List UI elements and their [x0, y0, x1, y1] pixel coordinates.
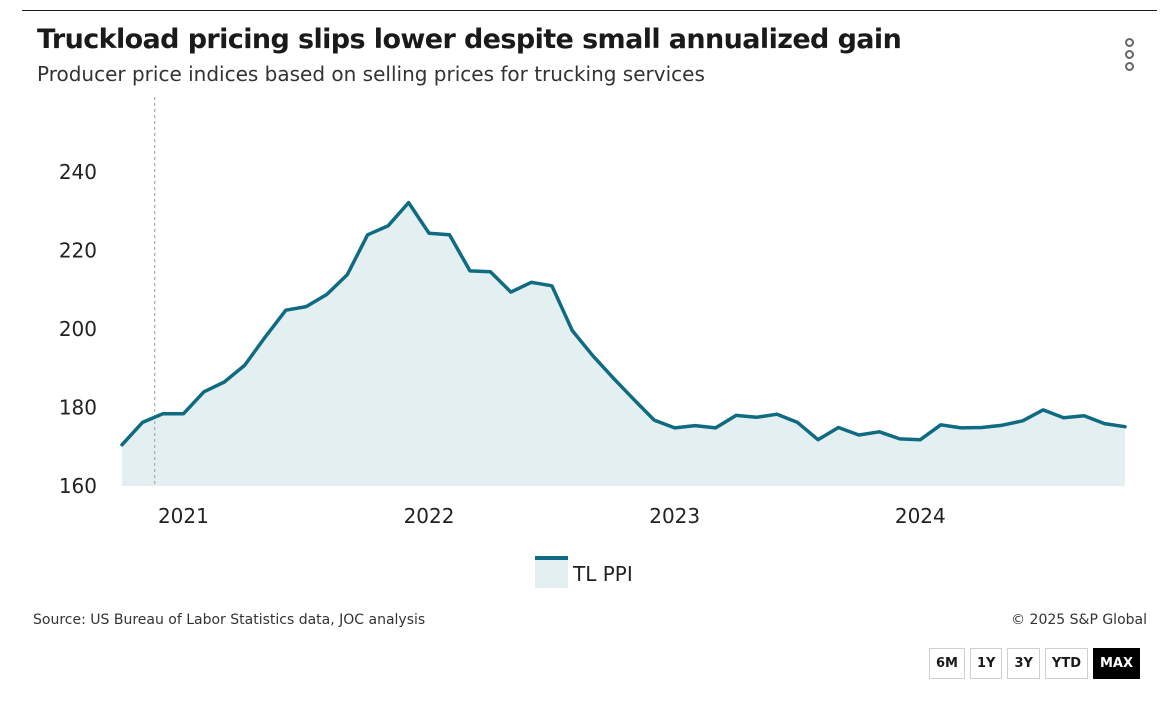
range-ytd-button[interactable]: YTD [1044, 648, 1088, 679]
range-6m-button[interactable]: 6M [929, 648, 965, 679]
range-1y-button[interactable]: 1Y [969, 648, 1003, 679]
x-tick-label: 2024 [895, 504, 946, 528]
range-selector: 6M 1Y 3Y YTD MAX [929, 648, 1141, 679]
y-tick-label: 160 [59, 474, 97, 498]
series-line-tl-ppi [120, 200, 1127, 447]
legend-label: TL PPI [573, 562, 633, 586]
y-tick-label: 180 [59, 396, 97, 420]
x-tick-label: 2021 [158, 504, 209, 528]
legend-swatch [535, 556, 568, 588]
chart-subtitle: Producer price indices based on selling … [37, 62, 705, 86]
top-rule [22, 10, 1157, 11]
range-3y-button[interactable]: 3Y [1007, 648, 1040, 679]
y-tick-label: 220 [59, 239, 97, 263]
x-tick-label: 2022 [404, 504, 455, 528]
series-area-tl-ppi [122, 202, 1125, 486]
source-note: Source: US Bureau of Labor Statistics da… [33, 612, 426, 628]
more-vertical-icon[interactable] [1117, 36, 1143, 74]
y-tick-label: 240 [59, 160, 97, 184]
chart-title: Truckload pricing slips lower despite sm… [37, 24, 902, 55]
legend-item-tl-ppi[interactable]: TL PPI [535, 556, 633, 588]
copyright-note: © 2025 S&P Global [1011, 612, 1147, 628]
x-tick-label: 2023 [649, 504, 700, 528]
range-max-button[interactable]: MAX [1093, 648, 1141, 679]
y-tick-label: 200 [59, 317, 97, 341]
